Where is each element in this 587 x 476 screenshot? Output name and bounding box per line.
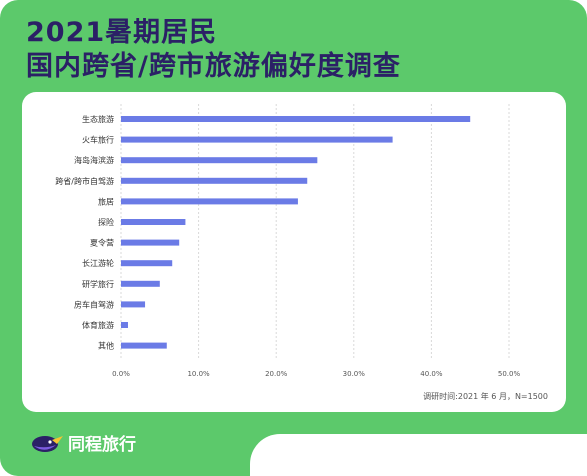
x-tick-label: 0.0% [112, 370, 130, 378]
bar [121, 280, 160, 287]
x-tick-label: 30.0% [343, 370, 366, 378]
footer-white-shape [250, 434, 587, 476]
category-label: 研学旅行 [82, 279, 114, 289]
bar [121, 301, 146, 308]
x-tick-label: 50.0% [498, 370, 521, 378]
bar [121, 342, 167, 349]
footer: 同程旅行 [0, 412, 587, 476]
category-label: 夏令营 [90, 238, 114, 248]
bar [121, 219, 186, 225]
category-label: 体育旅游 [82, 320, 114, 330]
chart-panel: 0.0% 10.0% 20.0% 30.0% 40.0% 50.0% 生态旅游火车旅行海岛海… [22, 92, 566, 412]
bar [121, 198, 298, 205]
bar [121, 260, 173, 267]
category-label: 探险 [98, 217, 114, 227]
x-tick-label: 40.0% [420, 370, 443, 378]
bar [121, 239, 180, 246]
bar [121, 136, 393, 143]
title-line-1: 2021暑期居民 [26, 17, 218, 48]
bar-chart: 0.0% 10.0% 20.0% 30.0% 40.0% 50.0% 生态旅游火车旅行海岛海… [55, 104, 521, 378]
category-label: 生态旅游 [82, 114, 114, 124]
category-label: 海岛海滨游 [74, 155, 114, 165]
brand-name: 同程旅行 [68, 435, 136, 455]
page-title: 2021暑期居民 国内跨省/跨市旅游偏好度调查 [26, 16, 401, 84]
brand: 同程旅行 [30, 430, 136, 455]
bar [121, 177, 308, 184]
x-tick-label: 10.0% [187, 370, 210, 378]
bar [121, 157, 318, 164]
survey-note: 调研时间:2021 年 6 月，N=1500 [423, 392, 548, 401]
x-tick-label: 20.0% [265, 370, 288, 378]
category-label: 长江游轮 [82, 258, 114, 268]
category-label: 其他 [98, 341, 114, 351]
bar [121, 322, 128, 328]
category-label: 跨省/跨市自驾游 [55, 176, 114, 186]
title-line-2: 国内跨省/跨市旅游偏好度调查 [26, 51, 401, 82]
category-label: 火车旅行 [82, 135, 114, 145]
category-label: 旅居 [98, 196, 114, 206]
tongcheng-bird-logo-icon [32, 435, 63, 452]
category-label: 房车自驾游 [74, 299, 114, 309]
bar [121, 116, 471, 122]
